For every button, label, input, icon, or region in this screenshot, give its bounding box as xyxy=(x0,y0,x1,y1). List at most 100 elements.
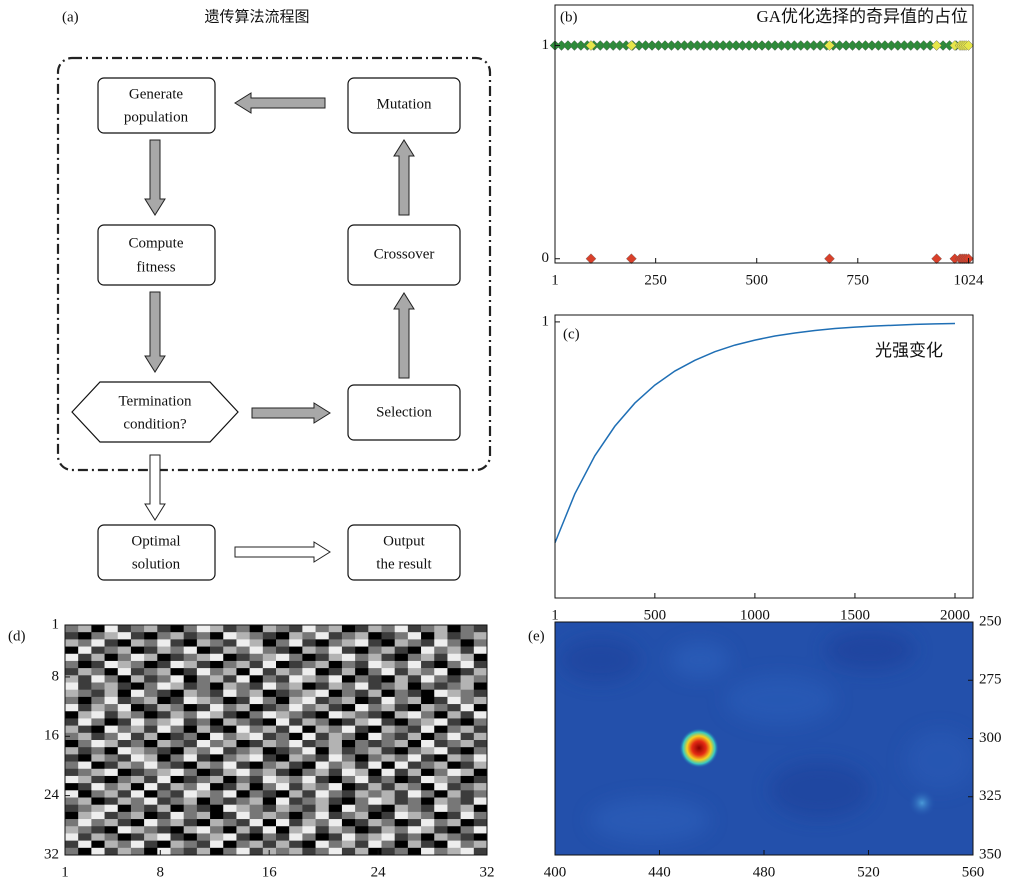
node-label: Mutation xyxy=(377,96,432,112)
heatmap-cell xyxy=(263,740,276,747)
heatmap-cell xyxy=(434,841,447,848)
heatmap-cell xyxy=(171,697,184,704)
heatmap-cell xyxy=(421,776,434,783)
heatmap-cell xyxy=(368,690,381,697)
heatmap-cell xyxy=(105,747,118,754)
heatmap-cell xyxy=(382,783,395,790)
heatmap-cell xyxy=(157,776,170,783)
heatmap-cell xyxy=(65,654,78,661)
heatmap-cell xyxy=(144,675,157,682)
heatmap-cell xyxy=(421,639,434,646)
heatmap-cell xyxy=(289,812,302,819)
heatmap-cell xyxy=(395,733,408,740)
heatmap-cell xyxy=(118,819,131,826)
heatmap-cell xyxy=(78,625,91,632)
heatmap-cell xyxy=(382,711,395,718)
heatmap-cell xyxy=(197,812,210,819)
heatmap-cell xyxy=(355,647,368,654)
heatmap-cell xyxy=(461,762,474,769)
heatmap-cell xyxy=(118,826,131,833)
heatmap-cell xyxy=(184,704,197,711)
heatmap-cell xyxy=(276,776,289,783)
heatmap-cell xyxy=(342,726,355,733)
heatmap-cell xyxy=(302,826,315,833)
heatmap-cell xyxy=(355,783,368,790)
heatmap-cell xyxy=(289,826,302,833)
heatmap-cell xyxy=(171,668,184,675)
heatmap-cell xyxy=(342,754,355,761)
heatmap-cell xyxy=(236,690,249,697)
heatmap-cell xyxy=(236,625,249,632)
heatmap-cell xyxy=(236,654,249,661)
intensity-image xyxy=(555,622,975,855)
heatmap-cell xyxy=(263,625,276,632)
y-tick-label: 32 xyxy=(44,846,59,862)
heatmap-cell xyxy=(316,783,329,790)
heatmap-cell xyxy=(395,812,408,819)
heatmap-cell xyxy=(263,632,276,639)
heatmap-cell xyxy=(368,848,381,855)
heatmap-cell xyxy=(250,826,263,833)
heatmap-cell xyxy=(395,683,408,690)
heatmap-cell xyxy=(144,690,157,697)
heatmap-cell xyxy=(197,690,210,697)
heatmap-cell xyxy=(131,647,144,654)
heatmap-cell xyxy=(91,654,104,661)
heatmap-cell xyxy=(276,848,289,855)
heatmap-cell xyxy=(105,754,118,761)
heatmap-cell xyxy=(263,690,276,697)
heatmap-cell xyxy=(355,733,368,740)
heatmap-cell xyxy=(355,690,368,697)
heatmap-cell xyxy=(276,798,289,805)
heatmap-cell xyxy=(250,805,263,812)
heatmap-cell xyxy=(184,776,197,783)
figure: (a) 遗传算法流程图 Generate population Compute … xyxy=(0,0,1016,885)
heatmap-cell xyxy=(342,805,355,812)
heatmap-cell xyxy=(184,798,197,805)
heatmap-cell xyxy=(91,726,104,733)
node-label: Compute xyxy=(129,235,184,251)
heatmap-cell xyxy=(118,790,131,797)
heatmap-cell xyxy=(329,805,342,812)
heatmap-cell xyxy=(355,812,368,819)
heatmap-cell xyxy=(329,726,342,733)
heatmap-cell xyxy=(223,690,236,697)
node-label: Optimal xyxy=(131,533,180,549)
heatmap-cell xyxy=(421,647,434,654)
heatmap-cell xyxy=(355,697,368,704)
heatmap-cell xyxy=(250,798,263,805)
heatmap-cell xyxy=(289,661,302,668)
heatmap-cell xyxy=(289,726,302,733)
heatmap-cell xyxy=(302,726,315,733)
heatmap-cell xyxy=(342,798,355,805)
x-tick-label: 16 xyxy=(262,864,278,880)
heatmap-cell xyxy=(210,841,223,848)
heatmap-cell xyxy=(289,805,302,812)
heatmap-cell xyxy=(78,647,91,654)
heatmap-cell xyxy=(78,683,91,690)
heatmap-cell xyxy=(276,726,289,733)
heatmap-cell xyxy=(236,647,249,654)
heatmap-cell xyxy=(263,762,276,769)
heatmap-cell xyxy=(236,762,249,769)
heatmap-cell xyxy=(144,776,157,783)
heatmap-cell xyxy=(421,798,434,805)
heatmap-cell xyxy=(78,798,91,805)
heatmap-cell xyxy=(144,711,157,718)
heatmap-cell xyxy=(447,841,460,848)
heatmap-cell xyxy=(105,639,118,646)
heatmap-cell xyxy=(171,654,184,661)
arrow xyxy=(235,542,330,562)
heatmap-cell xyxy=(276,683,289,690)
heatmap-cell xyxy=(197,711,210,718)
heatmap-cell xyxy=(329,675,342,682)
heatmap-cell xyxy=(250,790,263,797)
heatmap-cell xyxy=(118,833,131,840)
heatmap-cell xyxy=(382,826,395,833)
heatmap-cell xyxy=(302,675,315,682)
heatmap-cell xyxy=(408,661,421,668)
heatmap-cell xyxy=(184,833,197,840)
heatmap-cell xyxy=(382,733,395,740)
heatmap-cell xyxy=(302,683,315,690)
heatmap-cell xyxy=(329,833,342,840)
